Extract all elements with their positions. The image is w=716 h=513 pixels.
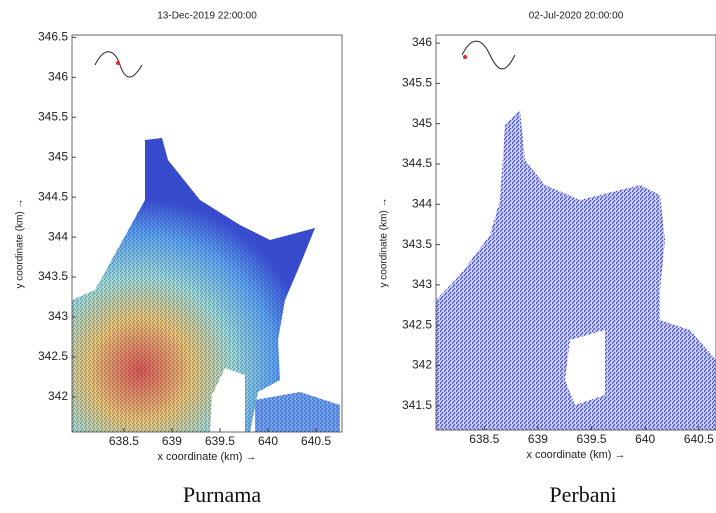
y-tick-label: 345.5 (402, 76, 432, 90)
chart-title: 02-Jul-2020 20:00:00 (529, 11, 624, 22)
x-axis-label: x coordinate (km) → (526, 449, 625, 461)
x-tick-label: 639 (528, 432, 548, 446)
y-tick-label: 346.5 (38, 30, 68, 44)
y-tick-label: 345 (48, 149, 68, 163)
y-tick-label: 346 (48, 70, 68, 84)
caption: Perbani (549, 482, 616, 507)
y-tick-label: 343 (48, 309, 68, 323)
x-tick-label: 640 (258, 434, 278, 448)
x-tick-label: 640.5 (684, 432, 714, 446)
flow-field (436, 110, 716, 430)
x-tick-label: 639.5 (205, 434, 235, 448)
x-axis-label: x coordinate (km) → (157, 451, 256, 463)
x-tick-label: 638.5 (469, 432, 499, 446)
chart-title: 13-Dec-2019 22:00:00 (157, 11, 257, 22)
y-tick-label: 343 (412, 277, 432, 291)
y-tick-label: 344.5 (402, 156, 432, 170)
y-tick-label: 342.5 (38, 349, 68, 363)
y-tick-label: 344.5 (38, 189, 68, 203)
y-tick-label: 341.5 (402, 398, 432, 412)
y-tick-label: 345.5 (38, 109, 68, 123)
y-tick-label: 343.5 (402, 237, 432, 251)
tide-icon (94, 40, 516, 78)
y-tick-label: 342 (412, 358, 432, 372)
x-tick-label: 640.5 (301, 434, 331, 448)
y-axis-label: y coordinate (km) → (379, 197, 390, 287)
flow-field (72, 138, 340, 432)
y-tick-label: 343.5 (38, 269, 68, 283)
plot-frame (435, 34, 716, 431)
x-tick-label: 640 (635, 432, 655, 446)
caption: Purnama (183, 482, 261, 507)
x-tick-label: 639.5 (577, 432, 607, 446)
y-axis-label: y coordinate (km) → (15, 198, 26, 288)
y-tick-label: 345 (412, 116, 432, 130)
y-tick-label: 344 (48, 229, 68, 243)
y-tick-label: 342.5 (402, 317, 432, 331)
y-tick-label: 346 (412, 35, 432, 49)
x-tick-label: 639 (162, 434, 182, 448)
y-tick-label: 342 (48, 389, 68, 403)
y-tick-label: 344 (412, 196, 432, 210)
plot-frame (71, 34, 343, 433)
x-tick-label: 638.5 (109, 434, 139, 448)
